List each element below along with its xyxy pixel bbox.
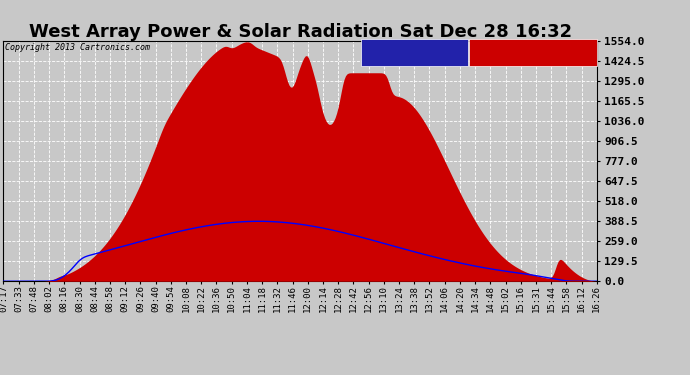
Text: West Array  (DC Watts): West Array (DC Watts) [474, 48, 592, 57]
Text: Radiation  (w/m2): Radiation (w/m2) [368, 48, 460, 57]
Title: West Array Power & Solar Radiation Sat Dec 28 16:32: West Array Power & Solar Radiation Sat D… [28, 23, 572, 41]
Text: Copyright 2013 Cartronics.com: Copyright 2013 Cartronics.com [5, 43, 150, 52]
